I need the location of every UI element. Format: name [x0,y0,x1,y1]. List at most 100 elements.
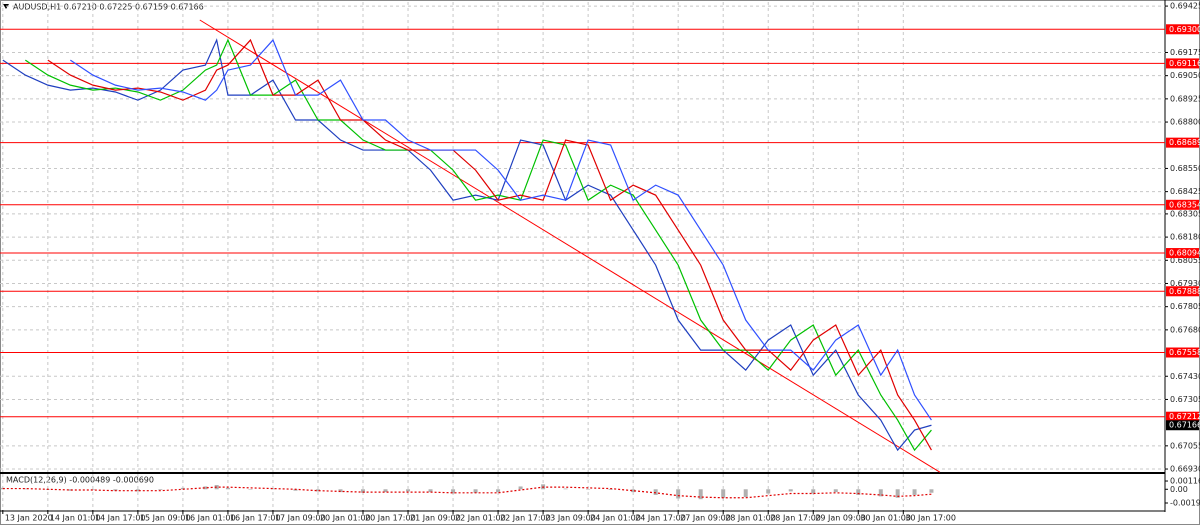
level-label: 0.67212 [1169,412,1200,421]
y-tick-label: 0.67430 [1170,372,1200,381]
macd-y-tick-label: 0.001167 [1170,477,1200,486]
macd-bar [214,485,219,490]
macd-bar [361,489,366,493]
macd-bar [811,489,816,494]
x-tick-label: 30 Jan 01:00 [860,514,911,523]
x-tick-label: 13 Jan 2020 [5,514,53,523]
macd-bar [90,489,95,490]
macd-bar [788,489,793,492]
level-tag [1166,24,1199,35]
macd-bar [473,489,478,493]
level-tag [1166,58,1199,69]
level-tag [1166,286,1199,297]
macd-bar [586,489,591,490]
macd-bar [653,489,658,495]
macd-bar [383,489,388,493]
level-label: 0.67888 [1169,287,1200,296]
x-tick-label: 16 Jan 17:00 [230,514,281,523]
macd-bar [676,489,681,499]
y-tick-label: 0.67930 [1170,279,1200,288]
macd-bar [248,489,253,490]
x-tick-label: 17 Jan 09:00 [275,514,326,523]
macd-bar [743,489,748,498]
macd-bar [135,489,140,492]
macd-bar [496,489,501,493]
macd-bar [293,489,298,491]
current-price-label: 0.67166 [1169,421,1200,430]
macd-bar [158,489,163,490]
level-label: 0.68689 [1169,138,1200,147]
level-tag [1166,411,1199,422]
macd-bar [315,489,320,492]
level-label: 0.68094 [1169,249,1200,258]
y-tick-label: 0.69050 [1170,71,1200,80]
x-tick-label: 22 Jan 01:00 [455,514,506,523]
y-tick-label: 0.69175 [1170,48,1200,57]
level-label: 0.69116 [1169,59,1200,68]
macd-bar [833,489,838,493]
macd-bar [451,489,456,494]
macd-bar [203,486,208,490]
macd-bar [23,488,28,490]
y-tick-label: 0.68425 [1170,187,1200,196]
trendline [199,19,941,473]
x-tick-label: 20 Jan 17:00 [365,514,416,523]
macd-y-tick-label: -0.001942 [1170,499,1200,508]
moving-average [70,38,932,421]
level-tag [1166,248,1199,259]
x-tick-label: 20 Jan 01:00 [320,514,371,523]
x-tick-label: 23 Jan 09:00 [545,514,596,523]
macd-bar [68,489,73,491]
macd-signal [2,486,932,499]
macd-bar [270,488,275,490]
y-tick-label: 0.68305 [1170,209,1200,218]
x-tick-label: 21 Jan 09:00 [410,514,461,523]
macd-bar [912,489,917,495]
y-tick-label: 0.68550 [1170,164,1200,173]
x-tick-label: 29 Jan 09:00 [815,514,866,523]
x-tick-label: 15 Jan 09:00 [140,514,191,523]
y-tick-label: 0.67055 [1170,441,1200,450]
x-tick-label: 24 Jan 17:00 [635,514,686,523]
moving-average [24,38,932,452]
macd-bar [766,489,771,494]
macd-y-tick-label: 0.00 [1170,485,1188,494]
price-line [2,38,932,452]
x-tick-label: 28 Jan 17:00 [770,514,821,523]
moving-average [47,38,932,451]
macd-bar [698,489,703,500]
macd-bar [113,489,118,491]
macd-bar [721,489,726,498]
level-label: 0.67558 [1169,348,1200,357]
macd-bar [563,488,568,490]
y-tick-label: 0.68180 [1170,233,1200,242]
macd-bar [878,489,883,497]
chart-title: AUDUSD,H1 0.67210 0.67225 0.67159 0.6716… [13,3,204,12]
x-tick-label: 14 Jan 17:00 [95,514,146,523]
y-tick-label: 0.67305 [1170,395,1200,404]
macd-bar [631,489,636,493]
macd-bar [856,489,861,495]
level-label: 0.68354 [1169,200,1200,209]
macd-bar [406,489,411,492]
macd-bar [338,489,343,493]
y-tick-label: 0.67805 [1170,302,1200,311]
macd-bar [225,487,230,490]
y-tick-label: 0.67680 [1170,325,1200,334]
macd-label: MACD(12,26,9) -0.000489 -0.000690 [6,476,154,485]
macd-bar [895,489,900,498]
macd-bar [608,489,613,490]
x-tick-label: 24 Jan 01:00 [590,514,641,523]
y-tick-label: 0.68800 [1170,118,1200,127]
current-price-tag [1166,420,1199,431]
x-tick-label: 28 Jan 01:00 [725,514,776,523]
macd-bar [428,489,433,493]
macd-bar [180,487,185,490]
level-label: 0.69300 [1169,25,1200,34]
x-tick-label: 27 Jan 09:00 [680,514,731,523]
y-tick-label: 0.68925 [1170,94,1200,103]
y-tick-label: 0.69425 [1170,2,1200,11]
x-tick-label: 30 Jan 17:00 [905,514,956,523]
